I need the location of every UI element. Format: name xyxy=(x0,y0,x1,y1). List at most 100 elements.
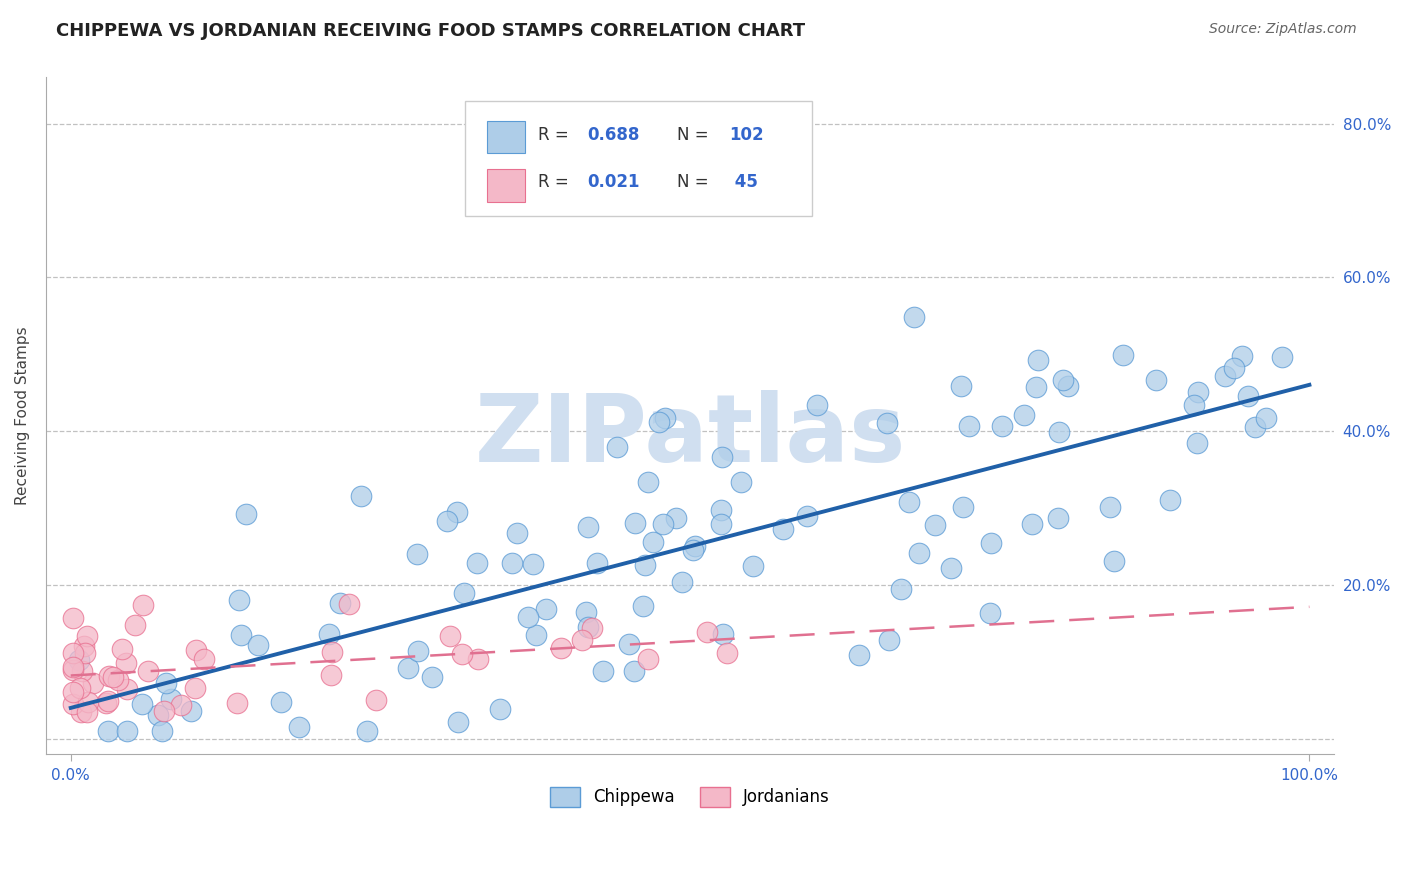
Text: CHIPPEWA VS JORDANIAN RECEIVING FOOD STAMPS CORRELATION CHART: CHIPPEWA VS JORDANIAN RECEIVING FOOD STA… xyxy=(56,22,806,40)
Point xyxy=(710,503,733,517)
Text: ZIPatlas: ZIPatlas xyxy=(474,390,905,483)
Text: 45: 45 xyxy=(728,173,758,192)
Point xyxy=(136,665,159,679)
Point xyxy=(576,619,599,633)
Point xyxy=(711,450,734,465)
Point xyxy=(406,644,429,658)
Point xyxy=(170,698,193,712)
Point xyxy=(1213,369,1236,384)
Point xyxy=(288,719,311,733)
Point xyxy=(1223,361,1246,376)
Point xyxy=(637,652,659,666)
Point xyxy=(247,638,270,652)
Point xyxy=(160,691,183,706)
Point xyxy=(876,417,898,431)
Point xyxy=(94,696,117,710)
Legend: Chippewa, Jordanians: Chippewa, Jordanians xyxy=(543,780,837,814)
Point xyxy=(155,675,177,690)
Point xyxy=(97,669,120,683)
Text: 0.021: 0.021 xyxy=(588,173,640,192)
Point xyxy=(319,668,342,682)
Point xyxy=(949,378,972,392)
Point xyxy=(180,705,202,719)
Point xyxy=(150,724,173,739)
Point xyxy=(67,653,90,667)
Point xyxy=(489,702,512,716)
Point xyxy=(111,641,134,656)
FancyBboxPatch shape xyxy=(486,120,526,153)
Point xyxy=(82,676,104,690)
Point xyxy=(1187,384,1209,399)
Point xyxy=(270,695,292,709)
Point xyxy=(1052,373,1074,387)
Point xyxy=(1021,517,1043,532)
Point xyxy=(1012,408,1035,422)
Point xyxy=(396,661,419,675)
Point xyxy=(62,685,84,699)
Point xyxy=(465,556,488,570)
Point xyxy=(152,704,174,718)
Point xyxy=(877,632,900,647)
Point xyxy=(806,398,828,412)
Point xyxy=(1230,349,1253,363)
Text: N =: N = xyxy=(678,126,714,144)
Point xyxy=(1271,351,1294,365)
Point xyxy=(1047,425,1070,439)
Point xyxy=(1111,348,1133,362)
Point xyxy=(711,627,734,641)
Point xyxy=(406,547,429,561)
Point xyxy=(1056,379,1078,393)
Point xyxy=(586,556,609,570)
Point xyxy=(623,665,645,679)
Point xyxy=(364,693,387,707)
Text: R =: R = xyxy=(538,126,574,144)
Point xyxy=(1144,373,1167,387)
Point xyxy=(890,582,912,596)
Text: N =: N = xyxy=(678,173,714,192)
Point xyxy=(1026,353,1049,368)
Point xyxy=(356,724,378,739)
Point xyxy=(193,652,215,666)
Point xyxy=(77,695,100,709)
Point xyxy=(924,518,946,533)
FancyBboxPatch shape xyxy=(486,169,526,202)
Point xyxy=(184,642,207,657)
Point xyxy=(991,418,1014,433)
Point xyxy=(665,511,688,525)
Point xyxy=(132,598,155,612)
Point xyxy=(506,526,529,541)
Point xyxy=(467,652,489,666)
Text: 102: 102 xyxy=(728,126,763,144)
Point xyxy=(730,475,752,489)
Point xyxy=(148,708,170,723)
Point xyxy=(235,507,257,521)
Point xyxy=(536,601,558,615)
Point xyxy=(101,670,124,684)
FancyBboxPatch shape xyxy=(464,101,813,216)
Point xyxy=(592,664,614,678)
Point xyxy=(980,536,1002,550)
Point xyxy=(550,640,572,655)
Point xyxy=(1098,500,1121,515)
Point xyxy=(436,514,458,528)
Point xyxy=(575,606,598,620)
Y-axis label: Receiving Food Stamps: Receiving Food Stamps xyxy=(15,326,30,505)
Point xyxy=(671,574,693,589)
Point xyxy=(633,558,655,572)
Point xyxy=(654,411,676,425)
Point xyxy=(907,546,929,560)
Point xyxy=(522,557,544,571)
Point xyxy=(742,559,765,574)
Point xyxy=(69,681,91,696)
Point xyxy=(225,697,247,711)
Point xyxy=(637,475,659,489)
Point xyxy=(451,647,474,661)
Point xyxy=(69,705,91,719)
Point xyxy=(652,516,675,531)
Point xyxy=(229,628,252,642)
Point xyxy=(76,629,98,643)
Point xyxy=(957,418,980,433)
Point xyxy=(62,660,84,674)
Point xyxy=(73,639,96,653)
Point xyxy=(228,593,250,607)
